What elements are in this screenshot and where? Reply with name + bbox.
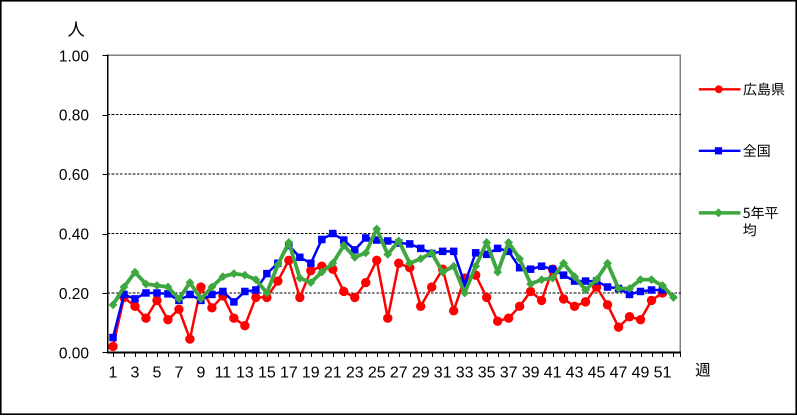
- svg-text:31: 31: [434, 364, 452, 381]
- svg-text:47: 47: [610, 364, 628, 381]
- svg-text:0.80: 0.80: [59, 108, 90, 125]
- svg-text:1.00: 1.00: [59, 48, 90, 65]
- svg-text:25: 25: [368, 364, 386, 381]
- svg-text:49: 49: [632, 364, 650, 381]
- svg-text:11: 11: [215, 364, 232, 381]
- svg-text:7: 7: [174, 364, 183, 381]
- svg-text:43: 43: [566, 364, 584, 381]
- svg-text:41: 41: [544, 364, 562, 381]
- svg-text:23: 23: [346, 364, 364, 381]
- svg-text:0.20: 0.20: [59, 286, 90, 303]
- svg-text:21: 21: [324, 364, 342, 381]
- svg-text:39: 39: [522, 364, 540, 381]
- svg-text:37: 37: [500, 364, 518, 381]
- svg-text:13: 13: [236, 364, 254, 381]
- svg-text:19: 19: [302, 364, 320, 381]
- svg-text:45: 45: [588, 364, 606, 381]
- svg-text:3: 3: [131, 364, 140, 381]
- svg-text:27: 27: [390, 364, 408, 381]
- svg-text:1: 1: [109, 364, 118, 381]
- svg-text:0.40: 0.40: [59, 227, 90, 244]
- svg-text:0.00: 0.00: [59, 346, 90, 363]
- svg-text:9: 9: [196, 364, 205, 381]
- svg-text:51: 51: [654, 364, 672, 381]
- svg-text:0.60: 0.60: [59, 167, 90, 184]
- svg-text:17: 17: [280, 364, 298, 381]
- svg-text:29: 29: [412, 364, 430, 381]
- svg-text:35: 35: [478, 364, 496, 381]
- svg-text:5: 5: [153, 364, 162, 381]
- svg-text:33: 33: [456, 364, 474, 381]
- svg-text:15: 15: [258, 364, 276, 381]
